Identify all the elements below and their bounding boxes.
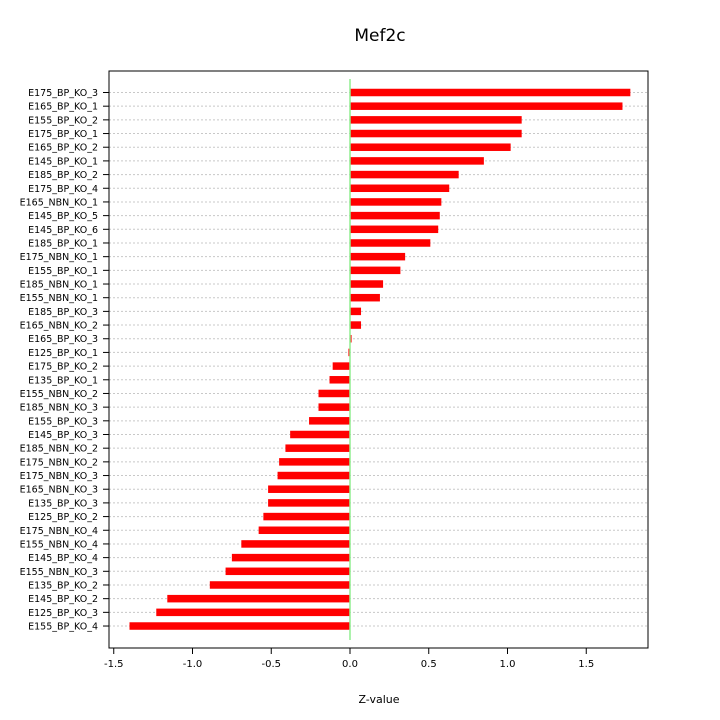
category-label: E185_NBN_KO_2 [20,444,98,455]
category-label: E165_BP_KO_2 [28,143,98,154]
bar [258,526,350,535]
x-tick-label: 1.5 [578,659,594,670]
bar [209,581,350,589]
category-label: E165_BP_KO_1 [28,102,98,113]
category-label: E155_BP_KO_4 [28,622,98,633]
category-label: E175_BP_KO_2 [28,362,98,373]
category-label: E155_NBN_KO_3 [20,567,98,578]
category-label: E185_BP_KO_3 [28,307,98,318]
bar [350,88,631,97]
bar [350,252,406,261]
category-label: E155_BP_KO_3 [28,416,98,427]
category-label: E165_NBN_KO_2 [20,321,98,332]
x-axis: -1.5 -1.0 -0.5 0.0 0.5 1.0 1.5 [104,647,594,670]
bar [350,102,623,110]
category-label: E165_BP_KO_3 [28,334,98,345]
bar [332,362,350,370]
bars [129,88,631,630]
category-label: E175_NBN_KO_4 [20,526,98,537]
bar [350,321,362,329]
category-label: E185_NBN_KO_3 [20,403,98,414]
category-label: E175_NBN_KO_1 [20,252,98,263]
x-tick-label: 1.0 [500,659,516,670]
category-label: E185_NBN_KO_1 [20,280,98,291]
bar [350,239,431,247]
category-label: E155_BP_KO_2 [28,115,98,126]
bar [350,129,522,138]
bar [290,430,350,439]
bar [350,198,442,206]
bar [156,608,350,617]
category-label: E125_BP_KO_2 [28,512,98,523]
category-label: E145_BP_KO_5 [28,211,98,222]
category-label: E145_BP_KO_2 [28,594,98,605]
bar [231,553,350,562]
bar [277,471,350,480]
bar [129,622,350,630]
category-label: E125_BP_KO_3 [28,608,98,619]
category-labels: E175_BP_KO_3 E165_BP_KO_1 E155_BP_KO_2 E175… [20,88,109,633]
category-label: E175_BP_KO_4 [28,184,98,195]
bar [350,225,439,234]
chart-title: Mef2c [354,26,405,46]
bar [350,266,401,275]
category-label: E125_BP_KO_1 [28,348,98,359]
bar [241,540,350,548]
bar [268,485,350,493]
bar [225,567,350,576]
category-label: E165_NBN_KO_3 [20,485,98,496]
bar [318,389,350,398]
bar [167,594,350,603]
bar [285,444,350,452]
bar [309,417,350,425]
x-tick-label: -1.0 [183,659,203,670]
category-label: E145_BP_KO_1 [28,156,98,167]
bar [350,211,440,220]
category-label: E155_NBN_KO_4 [20,539,98,550]
category-label: E145_BP_KO_3 [28,430,98,441]
bar [350,116,522,124]
category-label: E175_BP_KO_3 [28,88,98,99]
bar [279,458,350,466]
bar [263,512,350,521]
category-label: E175_BP_KO_1 [28,129,98,140]
bar [350,293,380,302]
x-tick-label: 0.5 [421,659,437,670]
bar [350,170,459,179]
category-label: E175_NBN_KO_2 [20,457,98,468]
category-label: E145_BP_KO_4 [28,553,98,564]
bar [350,184,450,193]
category-label: E155_BP_KO_1 [28,266,98,277]
x-axis-label: Z-value [358,693,399,706]
category-label: E165_NBN_KO_1 [20,197,98,208]
category-label: E185_BP_KO_1 [28,238,98,249]
x-tick-label: -1.5 [104,659,124,670]
bar [329,376,350,384]
category-label: E185_BP_KO_2 [28,170,98,181]
bar [350,157,484,165]
bar [350,334,352,343]
bar [350,143,511,151]
bar [348,348,350,357]
bar [318,403,350,411]
category-label: E135_BP_KO_2 [28,580,98,591]
bar [350,280,384,288]
x-tick-label: -0.5 [261,659,281,670]
bar [350,307,362,316]
category-label: E145_BP_KO_6 [28,225,98,236]
category-label: E155_NBN_KO_2 [20,389,98,400]
category-label: E135_BP_KO_3 [28,498,98,509]
x-tick-label: 0.0 [342,659,358,670]
category-label: E135_BP_KO_1 [28,375,98,386]
bar [268,499,350,507]
category-label: E175_NBN_KO_3 [20,471,98,482]
category-label: E155_NBN_KO_1 [20,293,98,304]
